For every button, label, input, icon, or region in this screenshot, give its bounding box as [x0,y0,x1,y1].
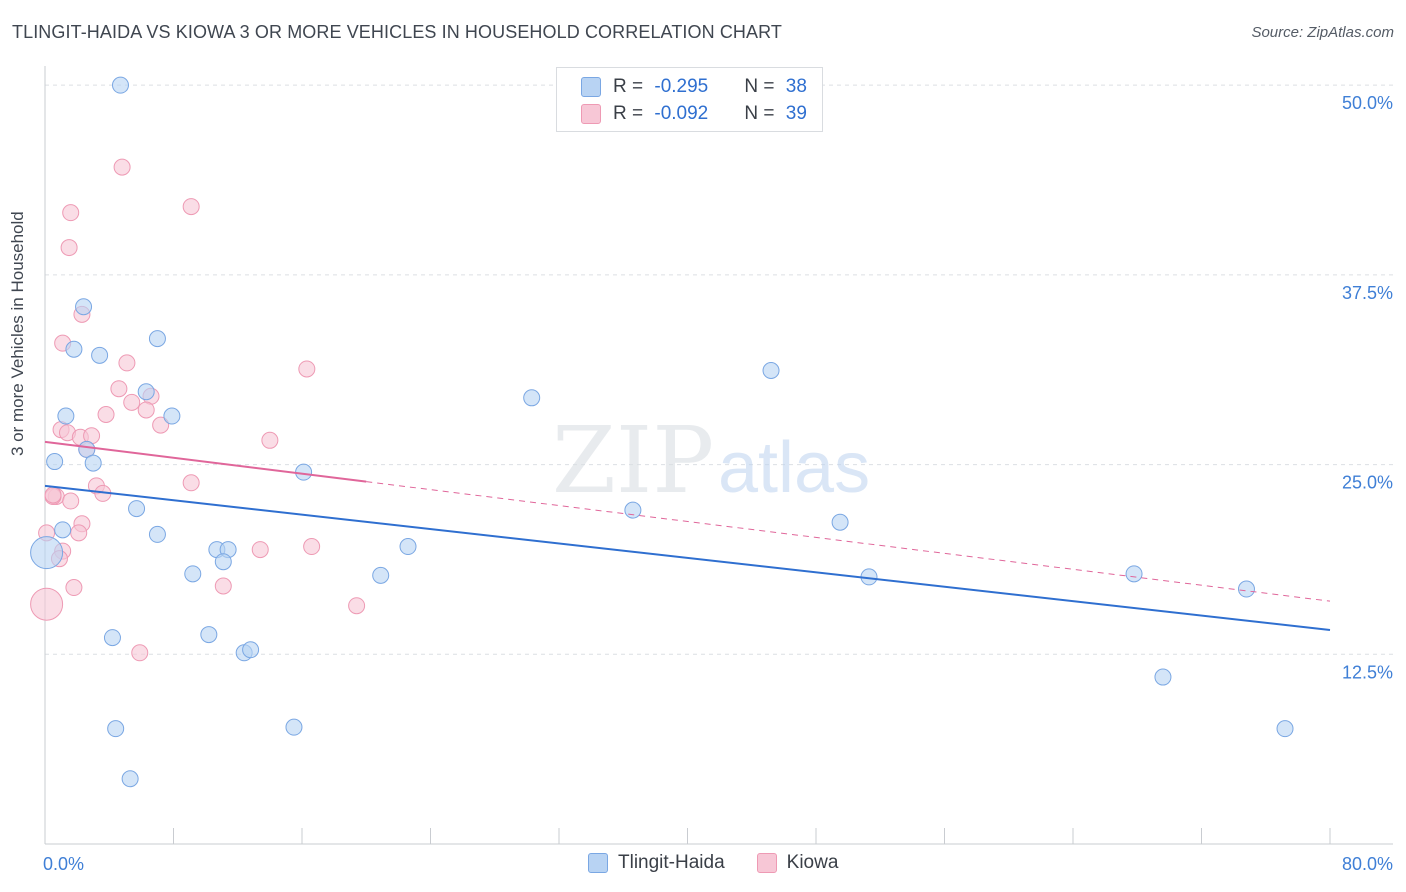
bottom-legend-label: Kiowa [786,852,839,873]
trend-lines [44,440,1331,632]
bottom-legend-swatch-blue [588,853,608,873]
kiowa-point [118,354,136,372]
tlingit-haida-point [372,566,390,584]
kiowa-point [44,486,62,504]
tlingit-haida-point [128,500,146,518]
tlingit-haida-point [184,565,202,583]
tlingit-haida-point [103,629,121,647]
legend-row-kiowa: R = -0.092 N = 39 [581,102,807,126]
legend-swatch-blue [581,77,601,97]
kiowa-point [303,538,321,556]
kiowa-point [348,597,366,615]
tlingit-haida-point [624,501,642,519]
bottom-legend-kiowa: Kiowa [756,852,839,874]
legend-n-value: 39 [785,103,807,124]
y-tick-label: 25.0% [1342,473,1393,493]
kiowa-point [137,401,155,419]
tlingit-haida-point [30,536,64,570]
tlingit-haida-point [762,361,780,379]
tlingit-haida-point [523,389,541,407]
tlingit-haida-point [78,440,96,458]
tlingit-haida-point [831,513,849,531]
tlingit-haida-point [1237,580,1255,598]
x-tick-label: 80.0% [1342,854,1393,874]
y-tick-label: 50.0% [1342,93,1393,113]
legend-n-label: N = [744,76,780,97]
grid-lines [45,84,1393,655]
kiowa-point [97,406,115,424]
tlingit-haida-point [137,383,155,401]
bottom-legend-tlingit-haida: Tlingit-Haida [588,852,725,874]
kiowa-point [251,541,269,559]
legend-n-value: 38 [785,76,807,97]
tlingit-haida-point [111,76,129,94]
kiowa-point [261,431,279,449]
tick-labels: 12.5% 25.0% 37.5% 50.0% 0.0% 80.0% [43,93,1393,874]
legend-r-label: R = [613,76,649,97]
watermark-zip: ZIP [552,407,714,514]
watermark-atlas: atlas [718,428,870,508]
axes [44,66,1393,845]
y-axis-label: 3 or more Vehicles in Household [8,211,27,456]
source-label: Source: ZipAtlas.com [1251,24,1394,41]
kiowa-point [30,587,64,621]
tlingit-haida-point [200,626,218,644]
bottom-legend: Tlingit-Haida Kiowa [588,852,870,874]
tlingit-haida-points [30,76,1294,788]
kiowa-trend-line [44,440,367,483]
legend-n-label: N = [744,103,780,124]
bottom-legend-label: Tlingit-Haida [618,852,725,873]
tlingit-haida-point [1276,720,1294,738]
tlingit-haida-point [54,521,72,539]
tlingit-haida-point [285,718,303,736]
x-tick-label: 0.0% [43,854,84,874]
tlingit-haida-point [91,346,109,364]
legend-r-label: R = [613,103,649,124]
kiowa-point [62,204,80,222]
legend-box: R = -0.295 N = 38 R = -0.092 N = 39 [556,67,823,132]
tlingit-haida-point [84,454,102,472]
kiowa-point [110,380,128,398]
legend-r-value: -0.295 [654,76,709,97]
kiowa-point [131,644,149,662]
tlingit-haida-point [242,641,260,659]
kiowa-points [30,158,366,662]
tlingit-haida-point [1154,668,1172,686]
kiowa-trend-line-dashed [366,481,1331,602]
bottom-legend-swatch-pink [756,853,777,873]
tlingit-haida-point [163,407,181,425]
tlingit-haida-point [295,463,313,481]
tlingit-haida-point [57,407,75,425]
y-tick-label: 37.5% [1342,283,1393,303]
tlingit-haida-point [148,330,166,348]
kiowa-point [214,577,232,595]
watermark: ZIP atlas [552,407,870,514]
kiowa-point [65,579,83,597]
tlingit-haida-point [75,298,93,316]
tlingit-haida-trend-line [44,484,1331,632]
tlingit-haida-point [46,453,64,471]
chart-title: TLINGIT-HAIDA VS KIOWA 3 OR MORE VEHICLE… [12,22,783,42]
tlingit-haida-point [121,770,139,788]
kiowa-point [60,239,78,257]
tlingit-haida-point [65,340,83,358]
kiowa-point [123,393,141,411]
kiowa-point [152,416,170,434]
kiowa-point [113,158,131,176]
tlingit-haida-point [148,525,166,543]
tlingit-haida-point [399,538,417,556]
tlingit-haida-point [214,553,232,571]
kiowa-point [62,492,80,510]
kiowa-point [182,474,200,492]
kiowa-point [70,524,88,542]
kiowa-point [182,198,200,216]
y-tick-label: 12.5% [1342,662,1393,682]
legend-row-tlingit-haida: R = -0.295 N = 38 [581,75,807,99]
tlingit-haida-point [107,720,125,738]
tlingit-haida-point [1125,565,1143,583]
legend-swatch-pink [581,104,601,124]
legend-r-value: -0.092 [654,103,709,124]
kiowa-point [298,360,316,378]
